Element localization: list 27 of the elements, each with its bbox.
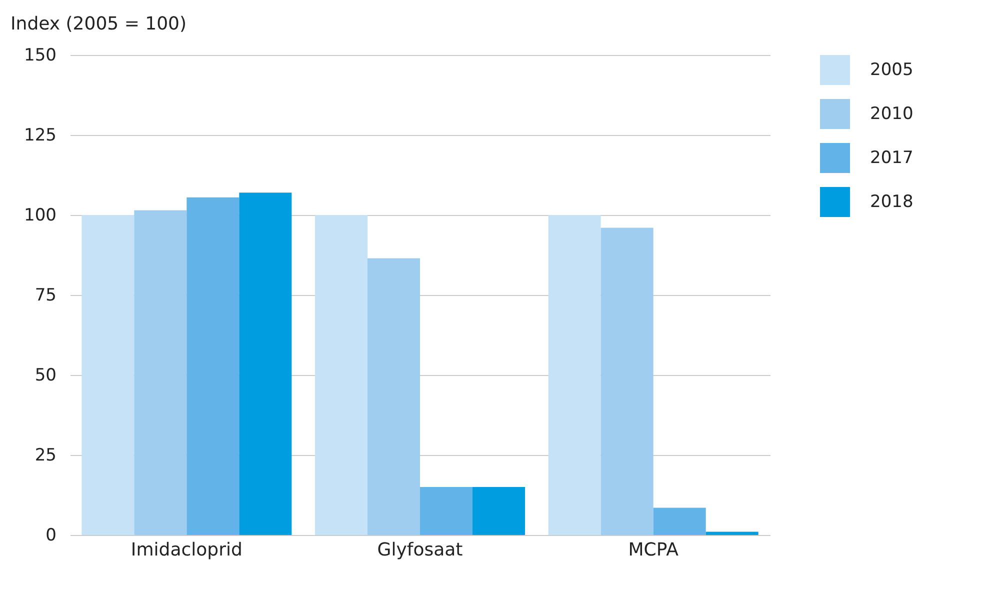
legend-label: 2010 [870,104,914,124]
bar [315,215,368,535]
y-tick-label: 100 [24,206,56,226]
x-tick-label: MCPA [628,540,680,560]
y-axis-title: Index (2005 = 100) [10,14,187,34]
y-tick-label: 50 [34,366,56,386]
bar [420,487,472,535]
bar [82,215,134,535]
bar [706,532,758,535]
bar [186,197,240,535]
bar [548,215,601,535]
y-tick-label: 25 [34,446,56,466]
bar [472,487,525,535]
legend-label: 2005 [870,60,914,80]
legend-label: 2017 [870,148,914,168]
y-tick-label: 150 [24,46,56,66]
bar [653,508,706,535]
legend-label: 2018 [870,192,914,212]
x-tick-label: Glyfosaat [377,540,463,560]
bar [600,228,654,535]
y-tick-label: 75 [34,286,56,306]
x-tick-label: Imidacloprid [130,540,242,560]
bar [134,210,187,535]
bar [239,192,292,535]
bar [368,258,420,535]
y-tick-label: 125 [24,126,56,146]
y-tick-label: 0 [46,526,56,546]
